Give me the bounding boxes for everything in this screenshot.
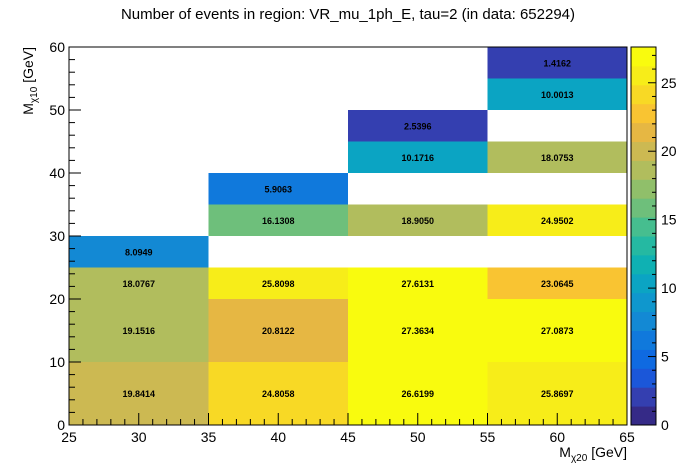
cells-layer [69,47,627,425]
cell-value-label: 27.6131 [401,279,434,289]
heatmap-cell [348,299,488,362]
colorbar-segment [631,387,656,407]
y-tick-label: 0 [57,417,65,433]
x-tick-label: 40 [270,429,286,445]
heatmap-cell [487,141,627,173]
heatmap-cell [348,204,488,236]
colorbar-segment [631,254,656,275]
heatmap-cell [487,299,627,362]
cell-value-label: 20.8122 [262,326,295,336]
y-tick-label: 50 [49,102,65,118]
colorbar-tick-label: 10 [661,280,677,296]
colorbar-segment [631,368,656,388]
colorbar-tick-label: 5 [661,349,669,365]
colorbar-segment [631,103,656,124]
x-tick-label: 50 [410,429,426,445]
y-tick-label: 30 [49,228,65,244]
cell-value-label: 26.6199 [401,389,434,399]
x-tick-label: 65 [619,429,635,445]
cell-value-label: 25.8697 [541,389,574,399]
colorbar-segment [631,160,656,180]
cell-value-label: 25.8098 [262,279,295,289]
y-tick-label: 20 [49,291,65,307]
colorbar-tick-label: 20 [661,143,677,159]
colorbar-segment [631,406,656,426]
cell-value-label: 16.1308 [262,216,295,226]
colorbar-segment [631,292,656,313]
colorbar-segment [631,47,656,67]
colorbar-segment [631,273,656,294]
colorbar-segment [631,330,656,350]
axes-layer: 25 30 35 40 45 50 55 60 65 0 10 20 30 40 50 60 [49,39,635,445]
colorbar-segment [631,65,656,86]
cell-value-label: 1.4162 [543,58,571,68]
heatmap-cell [487,78,627,110]
x-tick-label: 30 [131,429,147,445]
cell-value-label: 5.9063 [264,184,292,194]
x-tick-label: 60 [549,429,565,445]
y-tick-label: 40 [49,165,65,181]
colorbar-tick-label: 25 [661,75,677,91]
cell-value-label: 18.9050 [401,216,434,226]
cell-value-label: 27.3634 [401,326,434,336]
cell-value-label: 10.0013 [541,90,574,100]
colorbar-segment [631,311,656,331]
cell-value-label: 24.9502 [541,216,574,226]
cell-value-label: 10.1716 [401,153,434,163]
colorbar-segment [631,349,656,369]
cell-value-label: 19.8414 [122,389,155,399]
cell-value-label: 23.0645 [541,279,574,289]
y-tick-label: 60 [49,39,65,55]
cell-value-label: 27.0873 [541,326,574,336]
x-tick-label: 35 [201,429,217,445]
colorbar-segment [631,198,656,218]
heatmap-cell [208,267,348,299]
cell-value-label: 19.1516 [122,326,155,336]
cell-value-label: 18.0753 [541,153,574,163]
colorbar-segment [631,141,656,161]
heatmap-cell [348,110,488,142]
colorbar-segment [631,122,656,142]
heatmap-cell [487,47,627,79]
heatmap-cell [69,267,209,299]
colorbar-tick-label: 0 [661,417,669,433]
colorbar-segment [631,179,656,199]
heatmap-cell [348,267,488,299]
cell-value-label: 24.8058 [262,389,295,399]
x-tick-label: 55 [480,429,496,445]
colorbar-segment [631,84,656,105]
heatmap-cell [208,204,348,236]
colorbar-segment [631,236,656,256]
cell-value-label: 18.0767 [122,279,155,289]
heatmap-cell [487,204,627,236]
colorbar-frame [630,46,657,426]
heatmap-cell [487,267,627,299]
y-axis-label: Mχ10 [GeV] [20,47,40,115]
heatmap-cell [69,299,209,362]
colorbar-segment [631,217,656,237]
x-tick-label: 25 [61,429,77,445]
cell-value-label: 2.5396 [404,121,432,131]
colorbar: 0 5 10 15 20 25 [630,46,677,433]
x-tick-label: 45 [340,429,356,445]
chart-title: Number of events in region: VR_mu_1ph_E,… [120,6,576,23]
heatmap-cell [208,299,348,362]
heatmap-cell [348,141,488,173]
cell-value-label: 8.0949 [125,247,153,257]
heatmap-cell [69,236,209,268]
colorbar-tick-label: 15 [661,212,677,228]
heatmap-cell [208,173,348,205]
y-tick-label: 10 [49,354,65,370]
cell-labels-layer: 19.8414 24.8058 26.6199 25.8697 19.1516 20.81… [122,58,573,399]
x-axis-label: Mχ20 [GeV] [559,444,627,464]
